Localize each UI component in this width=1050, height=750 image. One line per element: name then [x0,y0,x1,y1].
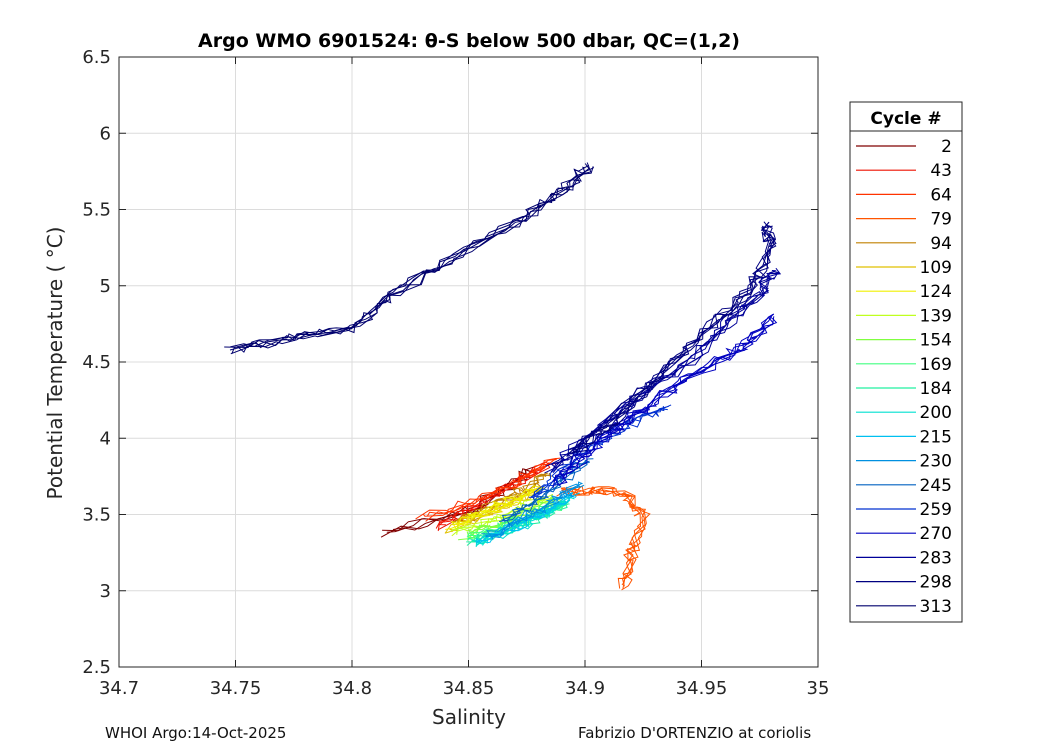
series-line-cycle-298 [575,225,777,454]
series-layer [224,162,782,591]
series-line-cycle-313 [224,166,594,349]
series-line-cycle-283 [552,270,777,474]
series-line-cycle-215 [475,491,573,542]
x-axis-label: Salinity [432,705,506,729]
legend-box [849,101,963,623]
legend-label-cycle-124: 124 [920,282,952,302]
legend-label-cycle-215: 215 [920,427,952,447]
x-tick-label: 34.85 [443,678,495,699]
x-tick-label: 34.7 [99,678,139,699]
series-line-cycle-79 [562,486,647,586]
legend-label-cycle-184: 184 [920,379,952,399]
series-line-cycle-230 [481,484,585,536]
y-tick-label: 6.5 [82,47,111,68]
series-line-cycle-313 [231,166,586,354]
y-tick-label: 6 [100,123,111,144]
legend-label-cycle-64: 64 [930,185,952,205]
series-line-cycle-298 [574,221,772,451]
series-line-cycle-79 [560,487,642,589]
y-tick-label: 4 [100,428,111,449]
x-tick-label: 34.9 [565,678,605,699]
legend-label-cycle-109: 109 [920,258,952,278]
legend-title: Cycle # [870,109,941,129]
y-axis-label: Potential Temperature ( °C) [43,227,67,500]
legend-label-cycle-2: 2 [941,137,952,157]
series-line-cycle-298 [568,225,771,454]
legend-label-cycle-43: 43 [930,161,952,181]
footer-left-text: WHOI Argo:14-Oct-2025 [105,724,287,742]
series-line-cycle-64 [426,457,557,517]
y-tick-label: 3.5 [82,505,111,526]
legend-label-cycle-230: 230 [920,452,952,472]
series-line-cycle-270 [558,317,778,486]
y-tick-label: 5.5 [82,200,111,221]
legend-label-cycle-154: 154 [920,331,952,351]
series-line-cycle-230 [485,481,580,538]
legend-label-cycle-313: 313 [920,597,952,617]
y-tick-label: 3 [100,581,111,602]
legend-label-cycle-139: 139 [920,306,952,326]
series-line-cycle-124 [445,486,545,530]
legend: Cycle #2 43 64 79 94 109 124 139 154 169 184 200 215… [849,101,963,623]
series-line-cycle-270 [552,317,775,489]
legend-label-cycle-94: 94 [930,234,952,254]
series-line-cycle-124 [453,485,543,525]
legend-label-cycle-298: 298 [920,573,952,593]
legend-label-cycle-169: 169 [920,355,952,375]
footer-right-text: Fabrizio D'ORTENZIO at coriolis [578,724,812,742]
x-tick-label: 34.75 [210,678,262,699]
chart-title: Argo WMO 6901524: θ-S below 500 dbar, QC… [198,30,740,52]
legend-label-cycle-283: 283 [920,548,952,568]
series-line-cycle-230 [485,481,584,539]
legend-label-cycle-245: 245 [920,476,952,496]
legend-label-cycle-79: 79 [930,210,952,230]
x-tick-label: 34.95 [676,678,728,699]
series-line-cycle-313 [230,162,592,348]
legend-label-cycle-200: 200 [920,403,952,423]
x-tick-label: 35 [807,678,830,699]
x-tick-label: 34.8 [332,678,372,699]
y-tick-label: 4.5 [82,352,111,373]
series-line-cycle-64 [415,457,561,520]
ticks: 34.7 34.75 34.8 34.85 34.9 34.95 35 2.5 3 3.5 4 4.5… [82,47,829,699]
series-line-cycle-270 [554,316,775,486]
series-line-cycle-139 [450,497,554,532]
y-tick-label: 2.5 [82,657,111,678]
y-tick-label: 5 [100,276,111,297]
legend-label-cycle-270: 270 [920,524,952,544]
legend-label-cycle-259: 259 [920,500,952,520]
series-line-cycle-270 [552,313,774,482]
series-line-cycle-64 [425,461,561,522]
series-line-cycle-259 [533,404,672,500]
